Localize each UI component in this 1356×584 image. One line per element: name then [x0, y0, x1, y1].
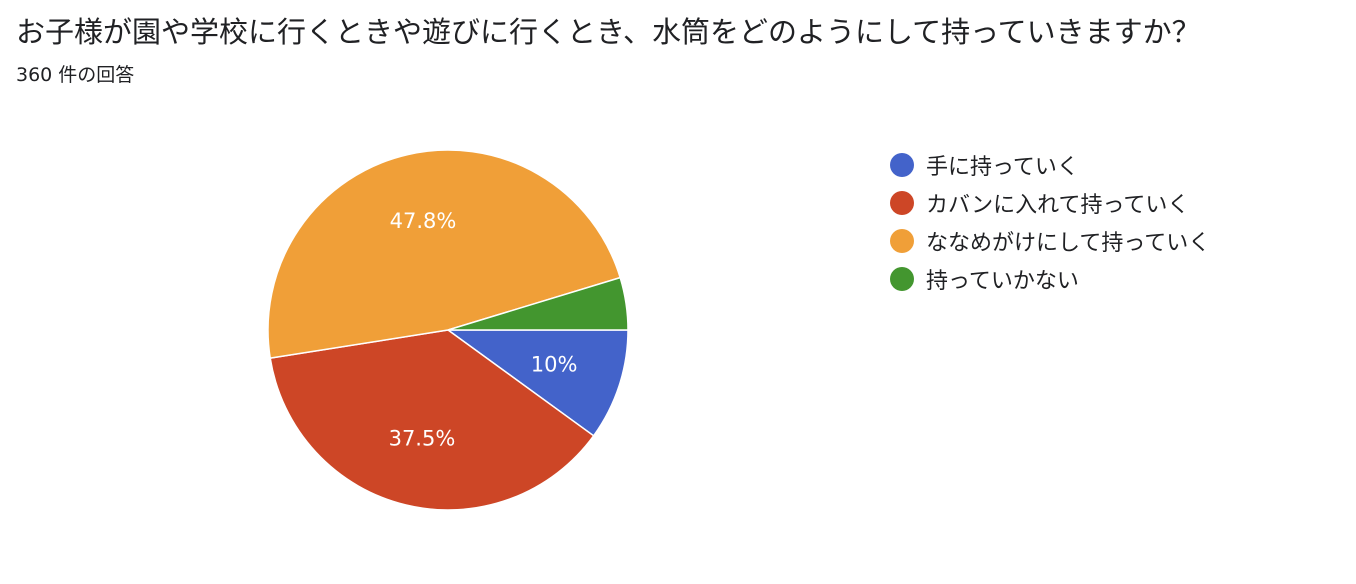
legend-swatch-hand-carry	[890, 153, 914, 177]
slice-label-hand-carry: 10%	[531, 352, 578, 376]
pie-slice-hand-carry[interactable]	[445, 329, 629, 437]
legend-label-in-bag: カバンに入れて持っていく	[926, 193, 1190, 218]
slice-label-crossbody: 47.8%	[390, 209, 457, 233]
legend-item-in-bag[interactable]: カバンに入れて持っていく	[890, 184, 1210, 222]
response-count: 360 件の回答	[16, 64, 135, 86]
legend-label-not-carry: 持っていかない	[926, 269, 1079, 294]
legend-item-crossbody[interactable]: ななめがけにして持っていく	[890, 222, 1210, 260]
legend-swatch-in-bag	[890, 191, 914, 215]
slice-label-in-bag: 37.5%	[389, 427, 456, 451]
legend-item-not-carry[interactable]: 持っていかない	[890, 260, 1210, 298]
legend-label-crossbody: ななめがけにして持っていく	[926, 231, 1211, 256]
chart-title: お子様が園や学校に行くときや遊びに行くとき、水筒をどのようにして持っていきますか…	[16, 15, 1201, 49]
legend-label-hand-carry: 手に持っていく	[926, 155, 1079, 180]
legend-swatch-not-carry	[890, 267, 914, 291]
pie-slice-in-bag[interactable]	[269, 329, 595, 511]
legend: 手に持っていく カバンに入れて持っていく ななめがけにして持っていく 持っていか…	[890, 146, 1210, 298]
legend-item-hand-carry[interactable]: 手に持っていく	[890, 146, 1210, 184]
legend-swatch-crossbody	[890, 229, 914, 253]
pie-slice-crossbody[interactable]	[267, 149, 622, 360]
pie-chart: 10% 37.5% 47.8%	[267, 149, 629, 511]
pie-slice-not-carry[interactable]	[447, 276, 629, 331]
